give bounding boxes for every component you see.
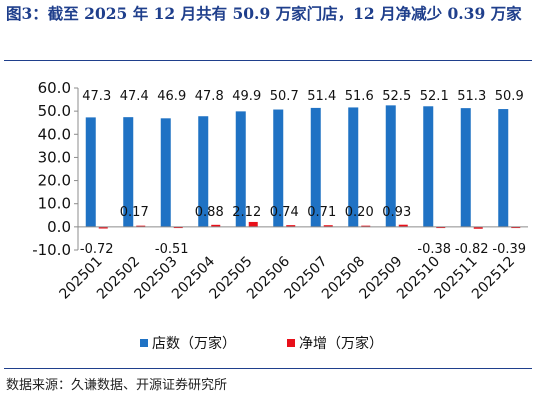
y-tick-label: 30.0 [38,148,71,166]
legend-swatch-net-change [287,339,295,347]
legend-swatch-store-count [140,339,148,347]
bar-store-count [85,117,96,227]
bar-store-count [348,107,359,227]
bar-net-change [436,226,446,229]
y-tick-label: 20.0 [38,172,71,190]
data-label-store-count: 47.3 [82,89,111,104]
data-label-net-change: -0.38 [417,242,451,257]
data-label-net-change: -0.51 [155,242,189,257]
title-divider [4,60,532,61]
data-label-store-count: 51.3 [457,89,486,104]
bar-net-change [511,226,521,229]
bars-layer [85,105,521,229]
bar-net-change [286,225,296,227]
y-tick-label: 60.0 [38,79,71,97]
data-label-net-change: 0.88 [195,205,224,220]
legend-label-store-count: 店数（万家） [152,335,236,352]
data-label-net-change: 0.20 [345,205,374,220]
y-tick-label: -10.0 [32,241,71,259]
bar-store-count [198,116,209,227]
data-label-net-change: 2.12 [232,205,261,220]
y-tick-label: 40.0 [38,125,71,143]
bar-store-count [498,109,509,227]
bar-net-change [173,226,183,229]
data-label-net-change: -0.39 [492,242,526,257]
bar-net-change [211,224,221,227]
bar-store-count [123,117,134,227]
legend: 店数（万家） 净增（万家） [140,335,383,352]
bar-store-count [423,106,434,227]
y-tick-label: 50.0 [38,102,71,120]
bar-net-change [323,225,333,227]
bar-store-count [235,111,246,227]
value-labels-layer: 47.3 -0.72 47.4 0.17 46.9 -0.51 47.8 0.88 49.9 2.… [80,89,526,257]
bar-net-change [98,226,108,229]
data-label-store-count: 52.1 [420,89,449,104]
bar-net-change [361,225,371,227]
data-label-store-count: 47.4 [120,89,149,104]
legend-label-net-change: 净增（万家） [299,335,383,352]
bar-store-count [310,107,321,227]
data-label-store-count: 50.9 [495,89,524,104]
data-label-store-count: 49.9 [232,89,261,104]
bar-net-change [398,224,408,227]
bar-store-count [273,109,284,227]
data-label-net-change: 0.71 [307,205,336,220]
bar-store-count [160,118,171,227]
data-label-store-count: 47.8 [195,89,224,104]
bar-store-count [385,105,396,227]
data-label-store-count: 52.5 [382,89,411,104]
y-tick-label: 0.0 [47,218,71,236]
data-label-store-count: 51.6 [345,89,374,104]
data-label-net-change: 0.93 [382,205,411,220]
bar-net-change [248,221,258,227]
data-label-store-count: 51.4 [307,89,336,104]
data-label-net-change: 0.74 [270,205,299,220]
data-label-store-count: 46.9 [157,89,186,104]
data-label-net-change: -0.72 [80,242,114,257]
source-note: 数据来源：久谦数据、开源证券研究所 [6,378,228,393]
bar-net-change [473,226,483,229]
data-label-store-count: 50.7 [270,89,299,104]
chart-title: 图3：截至 2025 年 12 月共有 50.9 万家门店，12 月净减少 0.… [6,4,522,23]
bar-store-count [460,108,471,227]
y-tick-label: 10.0 [38,195,71,213]
source-divider [4,368,532,369]
data-label-net-change: -0.82 [455,242,489,257]
data-label-net-change: 0.17 [120,205,149,220]
bar-net-change [136,225,146,227]
